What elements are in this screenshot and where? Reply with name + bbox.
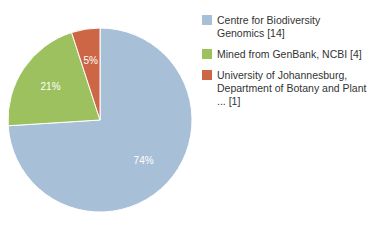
html-text:... [1]: ... [1] <box>217 95 241 107</box>
html-text:University of Johannesburg,: University of Johannesburg, <box>217 69 348 81</box>
svg-text:74%: 74% <box>134 155 154 166</box>
html-text:Department of Botany and Plant: Department of Botany and Plant <box>217 82 367 94</box>
svg-text:5%: 5% <box>83 55 98 66</box>
svg-text:21%: 21% <box>41 81 61 92</box>
html-text:Centre for Biodiversity: Centre for Biodiversity <box>217 14 321 26</box>
html-text:Genomics [14]: Genomics [14] <box>217 27 285 39</box>
html-text:Mined from GenBank, NCBI [4]: Mined from GenBank, NCBI [4] <box>217 48 362 60</box>
